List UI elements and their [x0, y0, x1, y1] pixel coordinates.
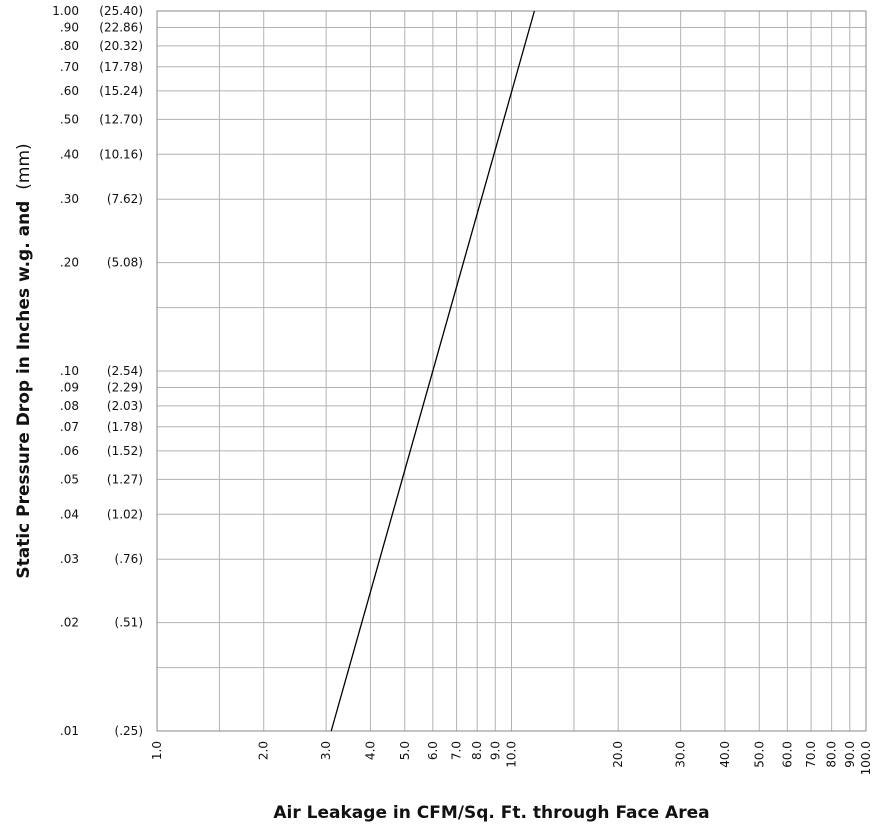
x-tick-label: 3.0: [319, 741, 333, 760]
y-tick-label: .03: [60, 552, 79, 566]
x-tick-labels: 1.0 2.0 3.0 4.0 5.0 6.0 7.0 8.0 9.0 10.0 20.0 30.0 4…: [150, 741, 873, 775]
y-tick-label: .50: [60, 112, 79, 126]
y-tick-label-mm: (2.54): [107, 364, 143, 378]
x-tick-label: 10.0: [505, 741, 519, 768]
y-tick-label: .90: [60, 20, 79, 34]
y-tick-label: .80: [60, 39, 79, 53]
series-lines: [330, 10, 536, 732]
y-tick-label: .01: [60, 724, 79, 738]
y-tick-label-mm: (12.70): [99, 112, 143, 126]
plot-frame: [156, 10, 867, 732]
y-tick-label: .02: [60, 616, 79, 630]
x-tick-label: 1.0: [150, 741, 164, 760]
y-tick-label-mm: (2.29): [107, 380, 143, 394]
y-tick-label-mm: (15.24): [99, 84, 143, 98]
y-tick-label: .09: [60, 380, 79, 394]
x-tick-label: 60.0: [780, 741, 794, 768]
y-tick-label-mm: (1.27): [107, 472, 143, 486]
y-tick-label: .60: [60, 84, 79, 98]
y-tick-label: .06: [60, 444, 79, 458]
x-axis-title: Air Leakage in CFM/Sq. Ft. through Face …: [273, 803, 709, 823]
y-tick-label-mm: (20.32): [99, 39, 143, 53]
x-tick-label: 2.0: [257, 741, 271, 760]
y-tick-label: .07: [60, 420, 79, 434]
y-axis-title-unit: (mm): [14, 143, 34, 189]
y-tick-label-mm: (.76): [115, 552, 143, 566]
y-tick-label-mm: (5.08): [107, 256, 143, 270]
grid-lines: [156, 10, 867, 732]
x-tick-label: 8.0: [470, 741, 484, 760]
y-tick-label-mm: (10.16): [99, 147, 143, 161]
x-tick-label: 70.0: [804, 741, 818, 768]
y-tick-label: .10: [60, 364, 79, 378]
x-tick-label: 5.0: [398, 741, 412, 760]
y-tick-label-mm: (1.52): [107, 444, 143, 458]
y-tick-label: 1.00: [52, 4, 79, 18]
y-tick-labels: 1.00 (25.40) .90 (22.86) .80 (20.32) .70 (17.78…: [52, 4, 143, 738]
y-tick-label-mm: (1.78): [107, 420, 143, 434]
x-tick-label: 40.0: [718, 741, 732, 768]
y-axis-title-main: Static Pressure Drop in Inches w.g. and: [14, 201, 34, 579]
y-tick-label-mm: (2.03): [107, 399, 143, 413]
x-tick-label: 50.0: [752, 741, 766, 768]
y-tick-label: .20: [60, 256, 79, 270]
y-tick-label: .40: [60, 147, 79, 161]
y-tick-label-mm: (17.78): [99, 60, 143, 74]
x-tick-label: 9.0: [488, 741, 502, 760]
y-tick-label-mm: (.25): [115, 724, 143, 738]
series-line: [330, 10, 536, 732]
x-tick-label: 30.0: [674, 741, 688, 768]
y-tick-label-mm: (25.40): [99, 4, 143, 18]
x-tick-label: 100.0: [859, 741, 873, 775]
x-tick-label: 90.0: [843, 741, 857, 768]
x-tick-label: 4.0: [363, 741, 377, 760]
x-tick-label: 20.0: [611, 741, 625, 768]
y-tick-label: .04: [60, 507, 79, 521]
x-tick-label: 80.0: [825, 741, 839, 768]
y-tick-label-mm: (7.62): [107, 192, 143, 206]
y-tick-label: .08: [60, 399, 79, 413]
x-tick-label: 7.0: [450, 741, 464, 760]
y-tick-label: .05: [60, 472, 79, 486]
y-tick-label-mm: (1.02): [107, 507, 143, 521]
y-tick-label: .30: [60, 192, 79, 206]
y-tick-label-mm: (.51): [115, 616, 143, 630]
y-tick-label: .70: [60, 60, 79, 74]
y-axis-title: Static Pressure Drop in Inches w.g. and …: [14, 143, 34, 578]
y-tick-label-mm: (22.86): [99, 20, 143, 34]
x-tick-label: 6.0: [426, 741, 440, 760]
